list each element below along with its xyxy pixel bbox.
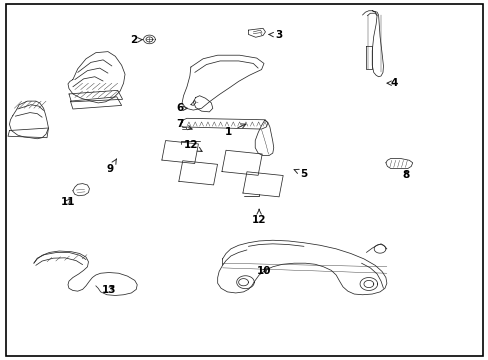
Text: 6: 6	[176, 103, 187, 113]
Text: 3: 3	[268, 30, 282, 40]
Text: 5: 5	[293, 168, 306, 179]
Text: 7: 7	[176, 120, 192, 130]
Text: 4: 4	[386, 78, 398, 88]
Text: 12: 12	[251, 210, 266, 225]
Text: 12: 12	[183, 140, 202, 152]
Text: 13: 13	[102, 285, 116, 295]
Text: 10: 10	[256, 266, 271, 276]
Text: 1: 1	[225, 124, 245, 136]
Text: 11: 11	[61, 197, 75, 207]
Text: 2: 2	[129, 35, 142, 45]
Text: 8: 8	[402, 170, 409, 180]
Text: 9: 9	[106, 159, 116, 174]
